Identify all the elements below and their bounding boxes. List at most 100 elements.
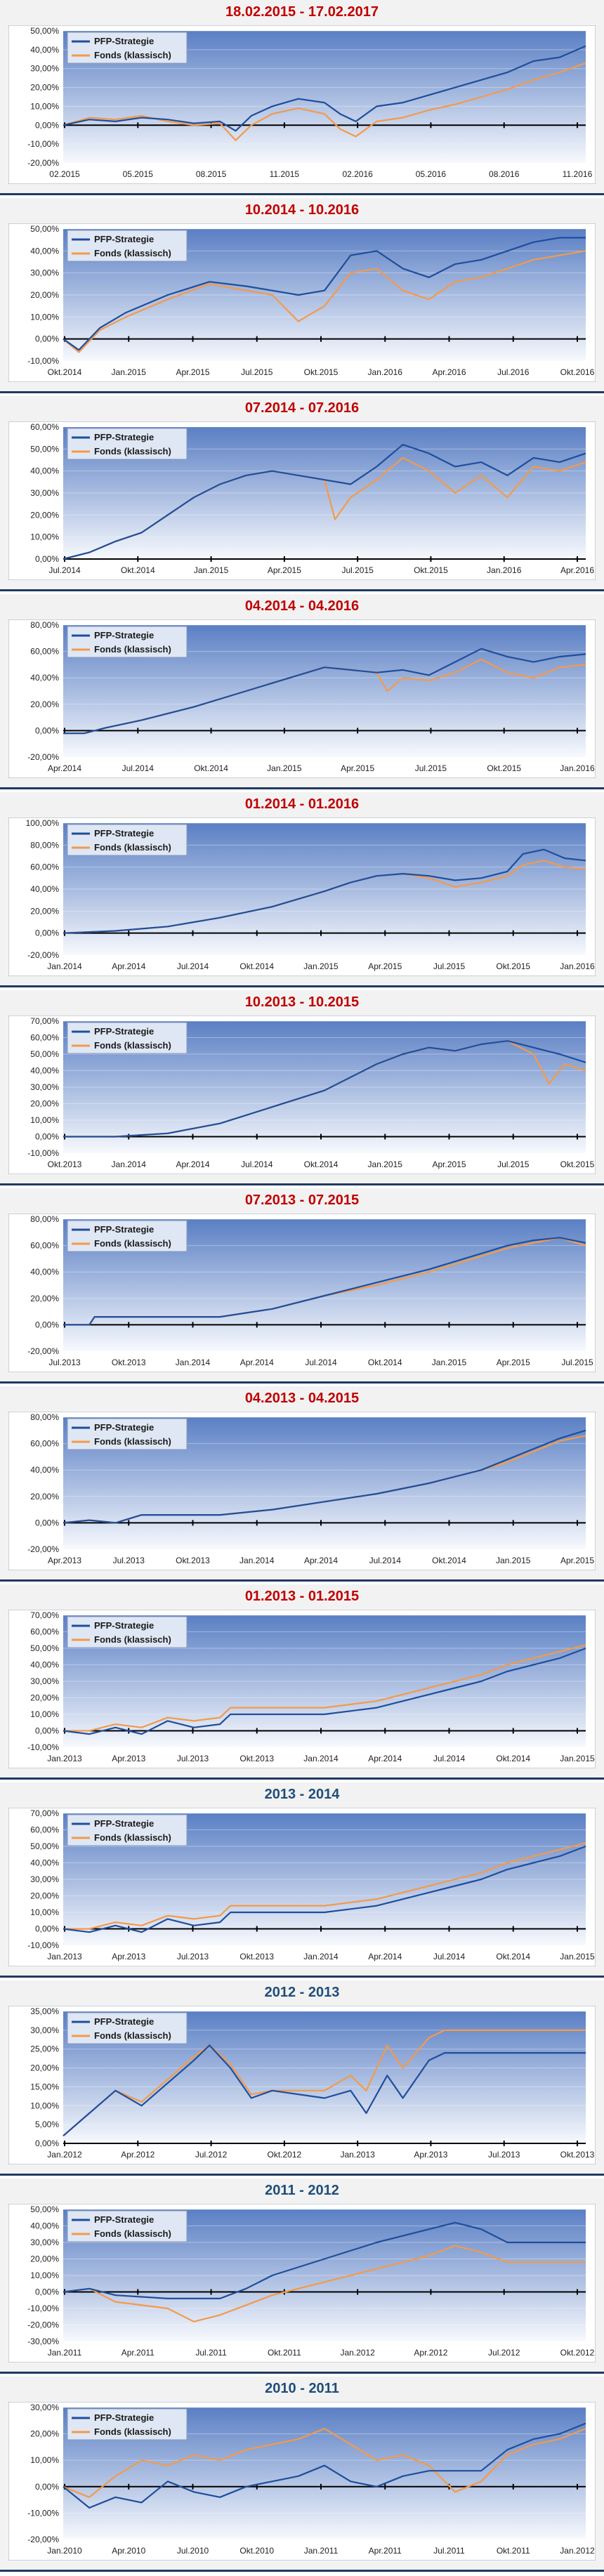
chart-svg: 70,00% 60,00% 50,00% 40,00% 30,00% 20,00% 10,0… <box>8 1808 596 1966</box>
chart-plot: 50,00% 40,00% 30,00% 20,00% 10,00% 0,00% -10,0… <box>8 2204 596 2363</box>
y-tick-label: 20,00% <box>30 906 59 916</box>
legend-label: PFP-Strategie <box>94 1620 154 1631</box>
y-tick-label: 100,00% <box>26 818 60 828</box>
x-tick-label: Apr.2016 <box>432 367 466 377</box>
legend-label: Fonds (klassisch) <box>94 1634 171 1645</box>
chart-title: 2010 - 2011 <box>265 2381 339 2396</box>
legend: PFP-Strategie Fonds (klassisch) <box>67 1022 188 1054</box>
y-tick-label: 40,00% <box>30 466 59 476</box>
x-tick-label: Jul.2014 <box>433 1754 466 1763</box>
legend: PFP-Strategie Fonds (klassisch) <box>67 1814 188 1846</box>
y-tick-label: 80,00% <box>30 1412 59 1422</box>
series-line <box>63 648 586 735</box>
series-line <box>63 848 586 934</box>
series-line <box>63 250 586 353</box>
x-tick-label: Apr.2012 <box>121 2150 155 2160</box>
chart-plot: 50,00% 40,00% 30,00% 20,00% 10,00% 0,00% -10,0… <box>8 25 596 184</box>
y-tick-label: 20,00% <box>30 1492 59 1501</box>
chart-svg: 80,00% 60,00% 40,00% 20,00% 0,00% -20,00% Jul.… <box>8 1214 596 1372</box>
x-tick-label: Jul.2013 <box>113 1556 145 1565</box>
legend-label: Fonds (klassisch) <box>94 2228 171 2239</box>
y-tick-label: -20,00% <box>27 2535 59 2544</box>
chart-plot: 60,00% 50,00% 40,00% 30,00% 20,00% 10,00% 0,00… <box>8 421 596 580</box>
y-tick-label: 30,00% <box>30 1082 59 1092</box>
x-tick-label: Apr.2014 <box>176 1159 209 1169</box>
x-tick-label: Apr.2014 <box>304 1556 338 1565</box>
chart-title: 01.2013 - 01.2015 <box>244 1589 360 1604</box>
y-tick-label: 10,00% <box>30 1115 59 1125</box>
legend-box <box>67 626 188 658</box>
x-tick-label: Apr.2012 <box>414 2348 447 2358</box>
y-tick-label: 40,00% <box>30 884 59 894</box>
legend-label: Fonds (klassisch) <box>94 1436 171 1447</box>
x-tick-label: Okt.2013 <box>239 1952 274 1961</box>
y-tick-label: -20,00% <box>27 2320 59 2330</box>
y-tick-label: 40,00% <box>30 673 59 683</box>
y-tick-label: -10,00% <box>27 139 59 149</box>
y-tick-label: 40,00% <box>30 2221 59 2231</box>
x-tick-label: Okt.2014 <box>496 1754 530 1763</box>
legend-label: Fonds (klassisch) <box>94 2030 171 2041</box>
chart-title: 2011 - 2012 <box>265 2183 339 2198</box>
y-tick-label: 0,00% <box>35 2138 59 2148</box>
x-tick-label: Okt.2014 <box>239 961 274 971</box>
series-line <box>63 1644 586 1732</box>
y-tick-label: 0,00% <box>35 1726 59 1736</box>
chart-panel: 18.02.2015 - 17.02.2017 50,00% 40,00% 30,00… <box>0 0 604 195</box>
chart-svg: 60,00% 50,00% 40,00% 30,00% 20,00% 10,00% 0,00… <box>8 421 596 580</box>
y-tick-label: -20,00% <box>27 158 59 168</box>
x-tick-label: 11.2016 <box>563 169 593 179</box>
x-tick-label: Okt.2013 <box>176 1556 210 1565</box>
series-line <box>63 2422 586 2509</box>
chart-svg: 70,00% 60,00% 50,00% 40,00% 30,00% 20,00% 10,0… <box>8 1610 596 1768</box>
chart-panel: 2013 - 2014 70,00% 60,00% 50,00% 40,00% 30,00… <box>0 1782 604 1978</box>
y-tick-label: 20,00% <box>30 2429 59 2439</box>
x-tick-label: Okt.2013 <box>112 1358 146 1367</box>
x-tick-label: Jan.2015 <box>560 1754 595 1763</box>
x-tick-label: Jul.2011 <box>433 2546 465 2556</box>
x-tick-label: Jul.2014 <box>241 1159 273 1169</box>
chart-plot: 80,00% 60,00% 40,00% 20,00% 0,00% -20,00% Apr.… <box>8 619 596 778</box>
chart-plot: 70,00% 60,00% 50,00% 40,00% 30,00% 20,00% 10,0… <box>8 1610 596 1768</box>
y-tick-label: 30,00% <box>30 2237 59 2247</box>
chart-title: 10.2013 - 10.2015 <box>244 994 360 1010</box>
legend: PFP-Strategie Fonds (klassisch) <box>67 2408 188 2440</box>
y-tick-label: 30,00% <box>30 64 59 74</box>
legend-label: PFP-Strategie <box>94 234 154 244</box>
series-line <box>63 1647 586 1735</box>
x-tick-label: Jul.2014 <box>433 1952 466 1961</box>
chart-panel: 2011 - 2012 50,00% 40,00% 30,00% 20,00% 10,00… <box>0 2179 604 2374</box>
legend: PFP-Strategie Fonds (klassisch) <box>67 230 188 262</box>
x-tick-label: Jul.2011 <box>195 2348 227 2358</box>
y-tick-label: 0,00% <box>35 554 59 564</box>
y-tick-label: 80,00% <box>30 840 59 850</box>
y-tick-label: 50,00% <box>30 224 59 234</box>
chart-title: 04.2014 - 04.2016 <box>244 598 360 614</box>
x-tick-label: Apr.2011 <box>122 2348 155 2358</box>
y-tick-label: 60,00% <box>30 862 59 872</box>
legend-box <box>67 1022 188 1054</box>
legend-label: PFP-Strategie <box>94 2016 154 2027</box>
chart-svg: 50,00% 40,00% 30,00% 20,00% 10,00% 0,00% -10,0… <box>8 25 596 184</box>
legend-label: Fonds (klassisch) <box>94 2426 171 2437</box>
chart-title: 01.2014 - 01.2016 <box>244 796 360 812</box>
y-tick-label: 70,00% <box>30 1808 59 1818</box>
y-tick-label: 60,00% <box>30 422 59 432</box>
y-tick-label: -10,00% <box>27 1940 59 1950</box>
y-tick-label: 0,00% <box>35 1320 59 1329</box>
legend-box <box>67 2210 188 2242</box>
x-tick-label: Jul.2012 <box>195 2150 228 2160</box>
y-tick-label: 35,00% <box>30 2006 59 2016</box>
x-tick-label: Apr.2015 <box>497 1358 530 1367</box>
x-tick-label: Jul.2014 <box>48 565 81 575</box>
x-tick-label: Jan.2015 <box>368 1159 403 1169</box>
x-tick-label: Okt.2014 <box>194 763 228 773</box>
x-tick-label: Okt.2012 <box>560 2348 595 2358</box>
y-tick-label: 30,00% <box>30 2025 59 2035</box>
y-tick-label: 10,00% <box>30 2101 59 2110</box>
chart-svg: 100,00% 80,00% 60,00% 40,00% 20,00% 0,00% -20,… <box>8 817 596 976</box>
legend-box <box>67 1616 188 1648</box>
legend: PFP-Strategie Fonds (klassisch) <box>67 1220 188 1252</box>
y-tick-label: 25,00% <box>30 2044 59 2054</box>
x-tick-label: Apr.2013 <box>112 1754 145 1763</box>
